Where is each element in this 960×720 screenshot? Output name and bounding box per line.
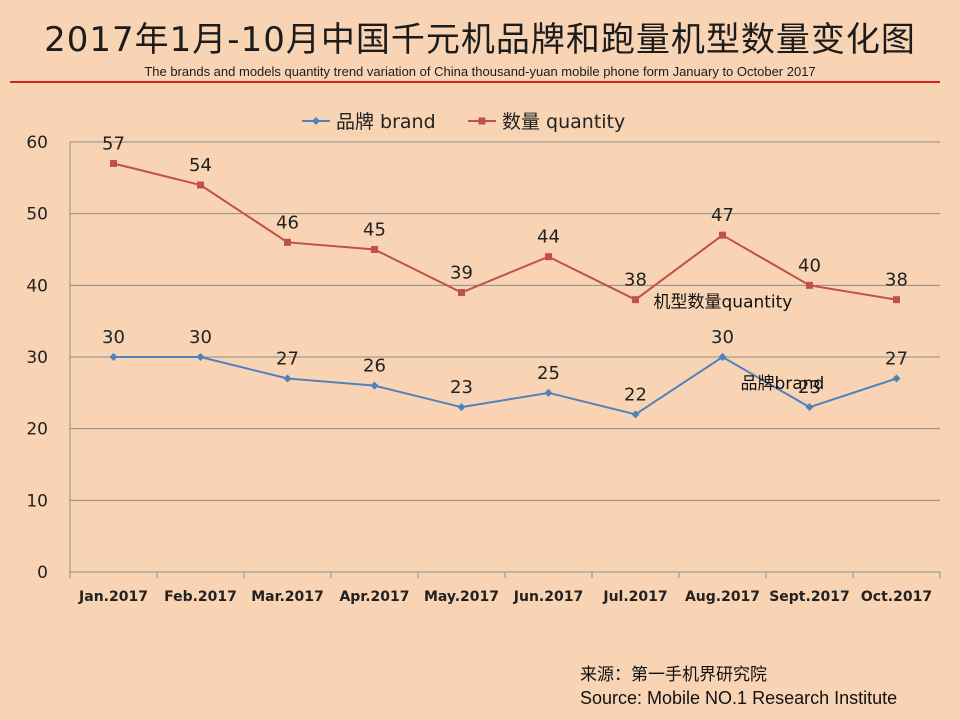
x-tick-label: Apr.2017 — [339, 589, 409, 605]
data-point-brand — [109, 353, 118, 361]
y-tick-label: 50 — [26, 205, 48, 225]
data-point-brand — [892, 374, 901, 383]
data-point-quantity — [458, 289, 465, 296]
y-tick-label: 30 — [26, 348, 48, 368]
x-tick-label: Mar.2017 — [251, 589, 324, 605]
x-tick-label: Jun.2017 — [513, 589, 583, 605]
data-point-quantity — [893, 296, 900, 304]
data-point-quantity — [719, 231, 726, 239]
y-axis-ticks: 0 10 20 30 40 50 60 — [26, 133, 48, 583]
data-label: 23 — [450, 377, 473, 398]
data-labels: 30 30 27 26 23 25 22 30 23 27 57 54 46 45 39 44 38 47 40 38 — [102, 134, 908, 406]
chart-series — [109, 160, 901, 419]
title-divider — [10, 81, 940, 83]
data-label: 25 — [537, 363, 560, 384]
x-tick-label: Sept.2017 — [769, 589, 850, 605]
data-label: 54 — [189, 155, 212, 176]
data-label: 22 — [624, 384, 647, 405]
x-tick-label: May.2017 — [424, 589, 499, 605]
source-note: 来源：第一手机界研究院 Source: Mobile NO.1 Research… — [580, 660, 897, 709]
data-label: 57 — [102, 134, 125, 155]
x-axis-ticks: Jan.2017 Feb.2017 Mar.2017 Apr.2017 May.2017… — [78, 589, 932, 605]
data-point-quantity — [806, 281, 813, 289]
data-point-quantity — [371, 246, 378, 253]
page-subtitle: The brands and models quantity trend var… — [144, 64, 816, 79]
data-label: 27 — [276, 349, 299, 370]
y-tick-label: 40 — [26, 276, 48, 296]
data-label: 39 — [450, 263, 473, 284]
y-tick-label: 60 — [26, 133, 48, 153]
legend-marker — [312, 117, 320, 125]
data-label: 45 — [363, 220, 386, 241]
y-tick-label: 10 — [26, 491, 48, 511]
data-point-brand — [457, 403, 466, 412]
data-point-brand — [805, 403, 814, 412]
data-label: 30 — [711, 327, 734, 348]
series-line-brand — [113, 355, 897, 416]
data-point-brand — [196, 353, 205, 361]
chart-legend: 品牌 brand 数量 quantity — [302, 111, 625, 133]
data-point-brand — [718, 353, 727, 361]
data-point-quantity — [632, 296, 639, 304]
data-label: 27 — [885, 349, 908, 370]
x-tick-label: Feb.2017 — [164, 589, 237, 605]
data-label: 46 — [276, 212, 299, 233]
page-title: 2017年1月-10月中国千元机品牌和跑量机型数量变化图 — [44, 20, 916, 60]
data-point-brand — [283, 374, 292, 383]
data-point-brand — [544, 388, 553, 397]
data-label: 47 — [711, 205, 734, 226]
data-label: 30 — [189, 327, 212, 348]
y-tick-label: 0 — [37, 563, 48, 583]
chart-annotations: 机型数量quantity 品牌brand — [654, 293, 825, 394]
data-point-brand — [631, 410, 640, 419]
data-label: 44 — [537, 227, 560, 248]
data-label: 38 — [885, 270, 908, 291]
series-line-quantity — [113, 162, 897, 301]
data-point-quantity — [545, 253, 552, 261]
source-en: Source: Mobile NO.1 Research Institute — [580, 688, 898, 708]
data-label: 26 — [363, 356, 386, 377]
legend-marker — [478, 117, 486, 125]
source-cn: 来源：第一手机界研究院 — [580, 665, 767, 685]
data-point-brand — [370, 381, 379, 390]
chart-axes — [69, 142, 941, 578]
y-tick-label: 20 — [26, 420, 48, 440]
legend-label: 品牌 brand — [336, 111, 436, 133]
data-label: 30 — [102, 327, 125, 348]
legend-label: 数量 quantity — [502, 111, 625, 133]
data-point-quantity — [284, 238, 291, 246]
x-tick-label: Oct.2017 — [861, 589, 932, 605]
data-point-quantity — [197, 181, 204, 189]
series-annotation: 机型数量quantity — [654, 293, 793, 313]
x-tick-label: Jan.2017 — [78, 589, 148, 605]
data-label: 23 — [798, 377, 821, 398]
x-tick-label: Aug.2017 — [685, 589, 760, 605]
data-label: 38 — [624, 270, 647, 291]
data-label: 40 — [798, 255, 821, 276]
x-tick-label: Jul.2017 — [602, 589, 667, 605]
data-point-quantity — [110, 160, 117, 167]
series-annotation: 品牌brand — [741, 374, 825, 394]
